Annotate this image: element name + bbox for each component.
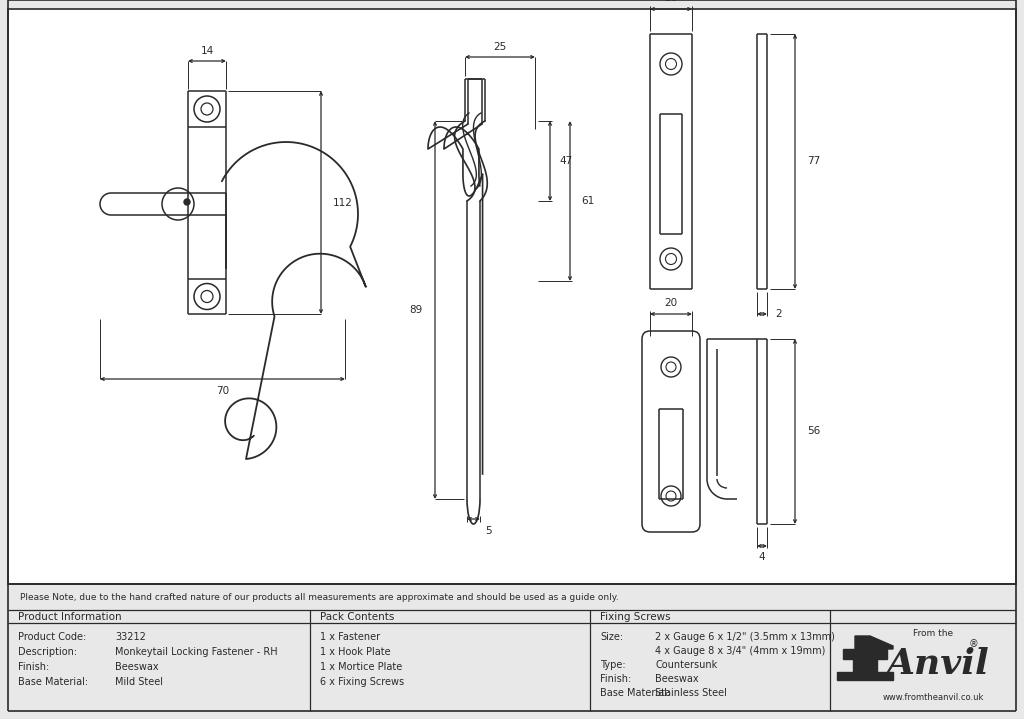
Text: 47: 47 (559, 156, 572, 166)
Text: Type:: Type: (600, 660, 626, 670)
Text: 112: 112 (333, 198, 353, 208)
Text: 70: 70 (216, 386, 229, 396)
FancyBboxPatch shape (642, 331, 700, 532)
Circle shape (184, 199, 190, 205)
Text: 14: 14 (201, 46, 214, 56)
Text: 4: 4 (759, 552, 765, 562)
Text: Description:: Description: (18, 647, 77, 657)
Text: 4 x Gauge 8 x 3/4" (4mm x 19mm): 4 x Gauge 8 x 3/4" (4mm x 19mm) (655, 646, 825, 656)
Text: Product Information: Product Information (18, 611, 122, 621)
Text: 25: 25 (494, 42, 507, 52)
Text: 5: 5 (485, 526, 492, 536)
Text: 2 x Gauge 6 x 1/2" (3.5mm x 13mm): 2 x Gauge 6 x 1/2" (3.5mm x 13mm) (655, 632, 835, 642)
Text: 89: 89 (410, 305, 423, 315)
Text: 1 x Hook Plate: 1 x Hook Plate (319, 647, 390, 657)
Text: 61: 61 (581, 196, 594, 206)
Text: Beeswax: Beeswax (115, 662, 159, 672)
Text: Please Note, due to the hand crafted nature of our products all measurements are: Please Note, due to the hand crafted nat… (20, 592, 618, 602)
Text: 77: 77 (807, 157, 820, 167)
Polygon shape (837, 649, 893, 680)
Text: Base Material:: Base Material: (18, 677, 88, 687)
Text: ®: ® (968, 639, 978, 649)
Text: Anvil: Anvil (887, 647, 989, 681)
Text: Countersunk: Countersunk (655, 660, 717, 670)
Text: Finish:: Finish: (600, 674, 631, 684)
Polygon shape (855, 636, 893, 649)
Text: www.fromtheanvil.co.uk: www.fromtheanvil.co.uk (883, 692, 984, 702)
Text: 1 x Mortice Plate: 1 x Mortice Plate (319, 662, 402, 672)
Bar (8, 9, 1016, 584)
Text: From the: From the (913, 630, 953, 638)
Text: Base Material:: Base Material: (600, 688, 670, 698)
Text: 20: 20 (665, 298, 678, 308)
Text: 1 x Fastener: 1 x Fastener (319, 632, 380, 642)
Text: 56: 56 (807, 426, 820, 436)
Text: Pack Contents: Pack Contents (319, 611, 394, 621)
Text: Mild Steel: Mild Steel (115, 677, 163, 687)
Text: Stainless Steel: Stainless Steel (655, 688, 727, 698)
Text: 2: 2 (775, 309, 781, 319)
Text: Monkeytail Locking Fastener - RH: Monkeytail Locking Fastener - RH (115, 647, 278, 657)
Text: Product Code:: Product Code: (18, 632, 86, 642)
Text: Fixing Screws: Fixing Screws (600, 611, 671, 621)
Text: Beeswax: Beeswax (655, 674, 698, 684)
Text: 6 x Fixing Screws: 6 x Fixing Screws (319, 677, 404, 687)
Text: 20: 20 (665, 0, 678, 3)
Text: Size:: Size: (600, 632, 624, 642)
Text: 33212: 33212 (115, 632, 145, 642)
Text: Finish:: Finish: (18, 662, 49, 672)
